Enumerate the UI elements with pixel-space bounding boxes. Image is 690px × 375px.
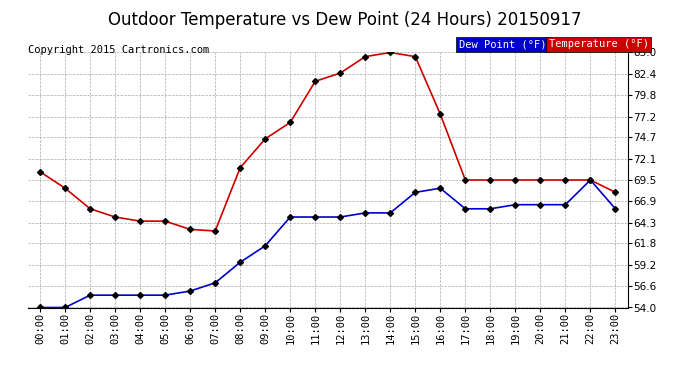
Text: Copyright 2015 Cartronics.com: Copyright 2015 Cartronics.com xyxy=(28,45,209,55)
Text: Dew Point (°F): Dew Point (°F) xyxy=(459,39,546,50)
Text: Temperature (°F): Temperature (°F) xyxy=(549,39,649,50)
Text: Outdoor Temperature vs Dew Point (24 Hours) 20150917: Outdoor Temperature vs Dew Point (24 Hou… xyxy=(108,11,582,29)
